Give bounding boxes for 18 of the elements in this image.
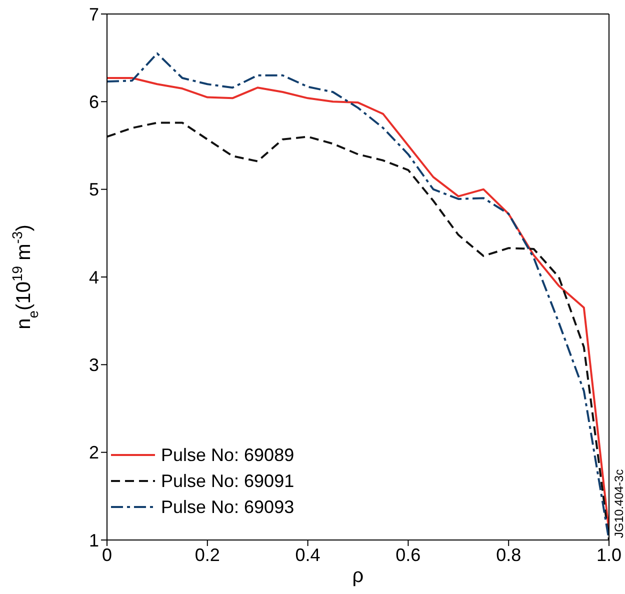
- text: JG10.404-3c: [612, 469, 625, 538]
- y-tick-label: 5: [88, 180, 99, 200]
- x-tick-label: 1.0: [596, 544, 622, 565]
- y-tick-label: 3: [88, 355, 99, 376]
- x-tick-label: 0.6: [396, 544, 421, 565]
- y-tick-label: 6: [88, 92, 99, 112]
- legend-label: Pulse No: 69093: [161, 496, 294, 518]
- y-tick-label: 2: [88, 442, 99, 463]
- x-tick-label: 0.4: [295, 544, 320, 565]
- x-tick-label: 0.8: [496, 544, 522, 565]
- y-tick-label: 1: [88, 530, 99, 550]
- legend-label: Pulse No: 69091: [161, 470, 294, 492]
- y-tick-label: 4: [88, 267, 99, 288]
- x-tick-label: 0.2: [194, 544, 220, 565]
- y-tick-label: 7: [88, 4, 99, 24]
- x-tick-label: 0: [102, 544, 112, 565]
- legend-label: Pulse No: 69089: [161, 444, 294, 466]
- x-axis-title: ρ: [352, 565, 364, 587]
